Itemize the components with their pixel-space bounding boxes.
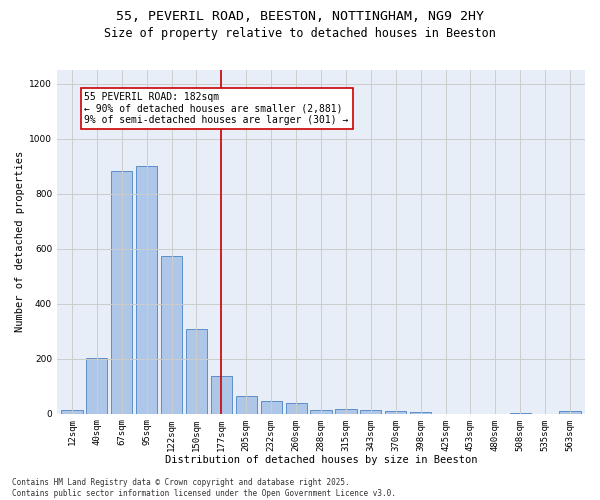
X-axis label: Distribution of detached houses by size in Beeston: Distribution of detached houses by size … xyxy=(165,455,477,465)
Text: Size of property relative to detached houses in Beeston: Size of property relative to detached ho… xyxy=(104,28,496,40)
Y-axis label: Number of detached properties: Number of detached properties xyxy=(15,151,25,332)
Bar xyxy=(260,400,282,413)
Bar xyxy=(161,256,182,414)
Bar xyxy=(211,376,232,414)
Text: 55 PEVERIL ROAD: 182sqm
← 90% of detached houses are smaller (2,881)
9% of semi-: 55 PEVERIL ROAD: 182sqm ← 90% of detache… xyxy=(85,92,349,125)
Bar xyxy=(86,358,107,414)
Bar xyxy=(136,166,157,414)
Text: Contains HM Land Registry data © Crown copyright and database right 2025.
Contai: Contains HM Land Registry data © Crown c… xyxy=(12,478,396,498)
Bar xyxy=(186,329,207,413)
Bar xyxy=(360,410,382,414)
Bar xyxy=(236,396,257,413)
Bar xyxy=(559,411,581,414)
Bar xyxy=(61,410,83,414)
Bar xyxy=(310,410,332,414)
Bar xyxy=(335,409,356,414)
Bar xyxy=(509,413,531,414)
Bar xyxy=(385,411,406,414)
Bar xyxy=(286,402,307,413)
Bar xyxy=(410,412,431,414)
Bar xyxy=(111,171,133,414)
Text: 55, PEVERIL ROAD, BEESTON, NOTTINGHAM, NG9 2HY: 55, PEVERIL ROAD, BEESTON, NOTTINGHAM, N… xyxy=(116,10,484,23)
